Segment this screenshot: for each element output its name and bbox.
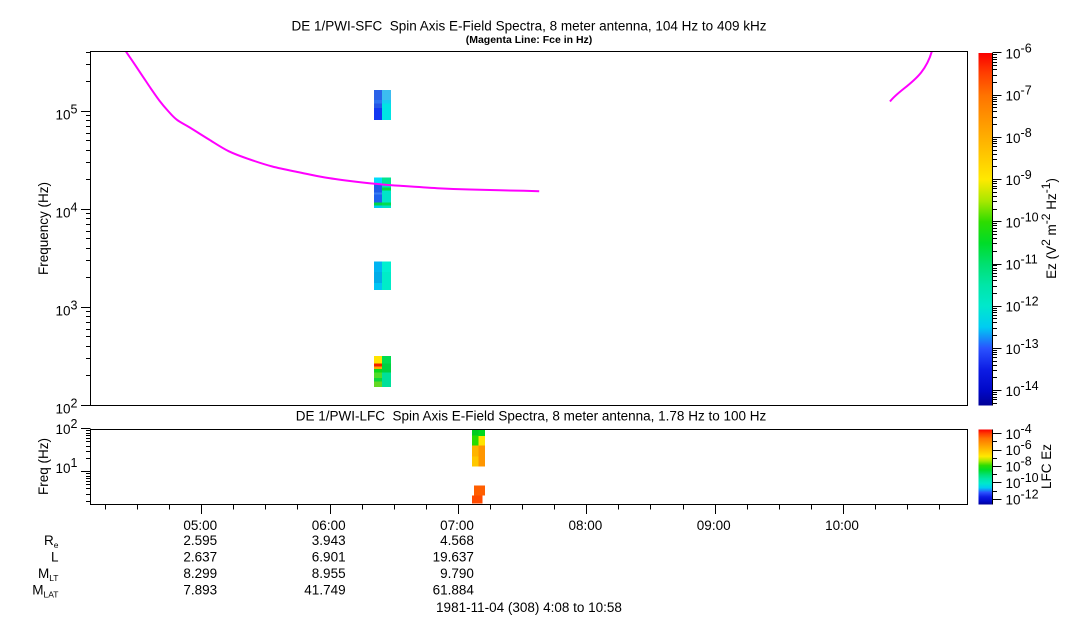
svg-text:10:00: 10:00 (825, 518, 859, 533)
svg-text:2.637: 2.637 (183, 550, 217, 565)
svg-text:(Magenta Line: Fce in Hz): (Magenta Line: Fce in Hz) (466, 34, 593, 46)
svg-text:Frequency (Hz): Frequency (Hz) (36, 182, 51, 275)
svg-text:DE 1/PWI-SFC Spin Axis E-Fiel: DE 1/PWI-SFC Spin Axis E-Field Spectra, … (292, 19, 767, 34)
svg-text:2.595: 2.595 (183, 533, 217, 548)
svg-text:05:00: 05:00 (183, 518, 217, 533)
svg-text:4.568: 4.568 (440, 533, 474, 548)
svg-text:41.749: 41.749 (304, 583, 345, 598)
svg-text:07:00: 07:00 (440, 518, 474, 533)
svg-text:6.901: 6.901 (312, 550, 346, 565)
svg-text:3.943: 3.943 (312, 533, 346, 548)
svg-text:61.884: 61.884 (433, 583, 475, 598)
svg-text:08:00: 08:00 (569, 518, 603, 533)
svg-text:8.955: 8.955 (312, 566, 346, 581)
svg-text:Ez (V2 m-2 Hz-1): Ez (V2 m-2 Hz-1) (1039, 178, 1059, 279)
svg-text:DE 1/PWI-LFC Spin Axis E-Fiel: DE 1/PWI-LFC Spin Axis E-Field Spectra, … (296, 409, 767, 424)
svg-text:7.893: 7.893 (183, 583, 217, 598)
svg-text:Freq (Hz): Freq (Hz) (36, 438, 51, 495)
svg-text:L: L (51, 550, 59, 565)
svg-text:09:00: 09:00 (697, 518, 731, 533)
svg-text:1981-11-04 (308) 4:08 to 10:58: 1981-11-04 (308) 4:08 to 10:58 (436, 600, 622, 615)
svg-text:9.790: 9.790 (440, 566, 474, 581)
svg-text:LFC Ez: LFC Ez (1039, 444, 1054, 489)
svg-text:8.299: 8.299 (183, 566, 217, 581)
svg-text:19.637: 19.637 (433, 550, 474, 565)
svg-text:06:00: 06:00 (312, 518, 346, 533)
